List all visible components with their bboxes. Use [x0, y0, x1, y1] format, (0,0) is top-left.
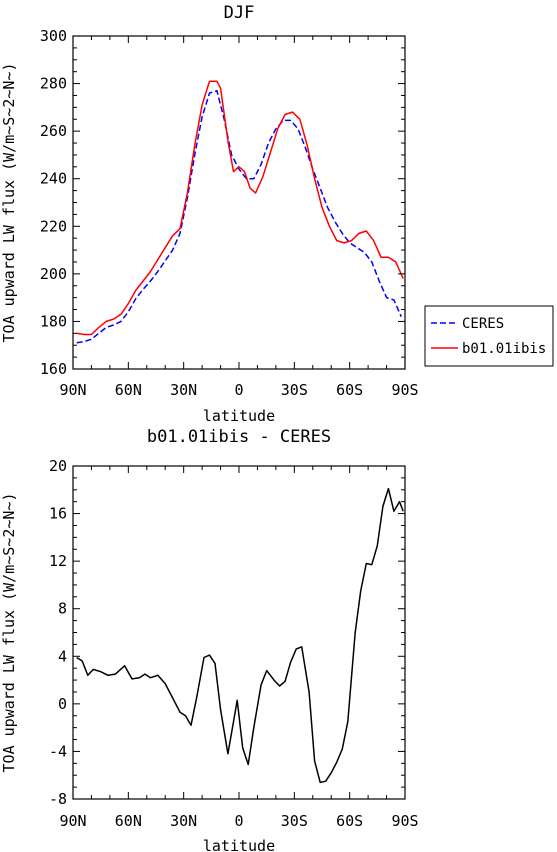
y-tick-label: 16	[49, 505, 67, 523]
y-tick-label: 240	[40, 170, 67, 188]
y-tick-label: 180	[40, 312, 67, 330]
y-tick-label: -8	[49, 790, 67, 808]
x-tick-label: 60N	[115, 812, 142, 830]
x-tick-label: 60N	[115, 381, 142, 399]
chart-title: DJF	[224, 3, 255, 23]
x-tick-label: 90N	[59, 381, 86, 399]
series-line-difference	[76, 487, 404, 784]
x-tick-label: 90S	[391, 812, 418, 830]
chart-panel-1: DJF 90N 60N 30N 0 30S 60S 90S 160 180 200 220 240 260…	[0, 3, 554, 425]
x-tick-label: 60S	[336, 381, 363, 399]
x-tick-label: 90N	[59, 812, 86, 830]
chart-title: b01.01ibis - CERES	[147, 427, 331, 447]
y-tick-label: 260	[40, 122, 67, 140]
legend-label: b01.01ibis	[462, 341, 546, 357]
legend: CERES b01.01ibis	[424, 305, 554, 367]
x-tick-label: 30N	[170, 812, 197, 830]
x-axis-label: latitude	[203, 407, 275, 425]
y-tick-label: 20	[49, 457, 67, 475]
x-tick-label: 30N	[170, 381, 197, 399]
x-tick-label: 30S	[281, 812, 308, 830]
x-axis-label: latitude	[203, 837, 275, 852]
y-tick-label: -4	[49, 742, 67, 760]
series-line-ceres	[76, 89, 402, 344]
plot-frame	[72, 35, 406, 370]
series-line-b01-01ibis	[76, 80, 404, 336]
legend-box	[424, 305, 554, 367]
y-tick-label: 160	[40, 360, 67, 378]
y-tick-label: 300	[40, 27, 67, 45]
x-tick-label: 30S	[281, 381, 308, 399]
chart-panel-2: b01.01ibis - CERES 90N 60N 30N 0 30S 60S 90S -8 -…	[0, 427, 419, 852]
y-axis-label: TOA upward LW flux (W/m~S~2~N~)	[0, 493, 18, 773]
x-tick-label: 90S	[391, 381, 418, 399]
y-tick-label: 220	[40, 217, 67, 235]
y-tick-label: 200	[40, 265, 67, 283]
y-tick-label: 280	[40, 75, 67, 93]
x-tick-label: 0	[234, 381, 243, 399]
y-tick-label: 4	[58, 647, 67, 665]
x-tick-label: 0	[234, 812, 243, 830]
y-tick-label: 0	[58, 695, 67, 713]
y-tick-label: 8	[58, 600, 67, 618]
legend-label: CERES	[462, 316, 504, 332]
y-tick-label: 12	[49, 552, 67, 570]
x-tick-label: 60S	[336, 812, 363, 830]
y-axis-label: TOA upward LW flux (W/m~S~2~N~)	[0, 63, 18, 343]
